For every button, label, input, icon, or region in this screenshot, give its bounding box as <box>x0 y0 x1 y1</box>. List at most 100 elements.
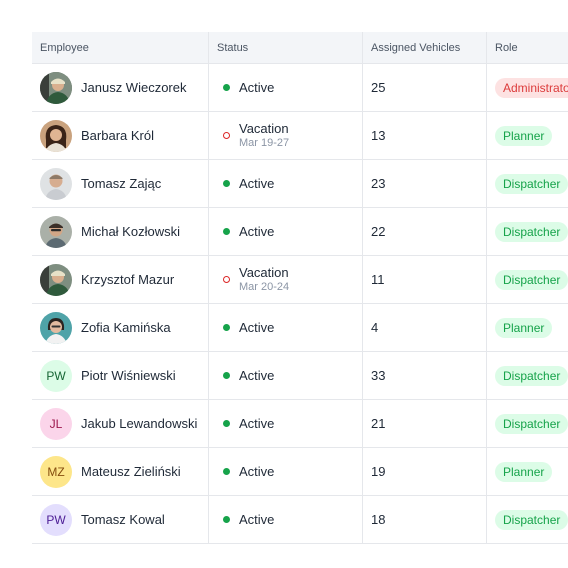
status-cell: Vacation Mar 19-27 <box>209 112 363 159</box>
employee-name: Michał Kozłowski <box>81 224 180 239</box>
avatar <box>40 167 72 200</box>
role-cell: Dispatcher <box>487 496 568 543</box>
avatar-initials: PW <box>40 359 72 392</box>
person-photo-icon <box>40 311 72 344</box>
role-badge: Dispatcher <box>495 365 568 386</box>
role-badge: Dispatcher <box>495 509 568 530</box>
active-status-dot-icon <box>223 468 230 475</box>
person-photo-icon <box>40 119 72 152</box>
table-row[interactable]: Barbara Król Vacation Mar 19-27 13 Plann… <box>32 112 568 160</box>
vehicles-cell: 18 <box>363 496 487 543</box>
column-header-vehicles[interactable]: Assigned Vehicles <box>363 32 487 63</box>
vehicles-cell: 21 <box>363 400 487 447</box>
table-row[interactable]: PW Piotr Wiśniewski Active 33 Dispatcher <box>32 352 568 400</box>
table-row[interactable]: MZ Mateusz Zieliński Active 19 Planner <box>32 448 568 496</box>
employee-cell: Krzysztof Mazur <box>32 256 209 303</box>
employee-cell: Zofia Kamińska <box>32 304 209 351</box>
avatar <box>40 311 72 344</box>
table-row[interactable]: Michał Kozłowski Active 22 Dispatcher <box>32 208 568 256</box>
person-photo-icon <box>40 167 72 200</box>
employee-name: Piotr Wiśniewski <box>81 368 176 383</box>
employee-cell: Barbara Król <box>32 112 209 159</box>
active-status-dot-icon <box>223 324 230 331</box>
employee-table: Employee Status Assigned Vehicles Role J… <box>32 32 568 544</box>
status-label: Active <box>239 464 275 479</box>
status-label: Active <box>239 368 275 383</box>
role-cell: Dispatcher <box>487 208 568 255</box>
table-row[interactable]: Krzysztof Mazur Vacation Mar 20-24 11 Di… <box>32 256 568 304</box>
role-cell: Dispatcher <box>487 160 568 207</box>
vehicles-cell: 23 <box>363 160 487 207</box>
status-dates: Mar 19-27 <box>239 136 290 149</box>
employee-cell: MZ Mateusz Zieliński <box>32 448 209 495</box>
status-cell: Active <box>209 208 363 255</box>
status-label: Active <box>239 416 275 431</box>
vehicles-cell: 4 <box>363 304 487 351</box>
employee-cell: PW Piotr Wiśniewski <box>32 352 209 399</box>
employee-name: Mateusz Zieliński <box>81 464 181 479</box>
role-badge: Dispatcher <box>495 221 568 242</box>
vehicles-cell: 25 <box>363 64 487 111</box>
employee-name: Barbara Król <box>81 128 154 143</box>
vacation-status-ring-icon <box>223 276 230 283</box>
table-row[interactable]: Tomasz Zając Active 23 Dispatcher <box>32 160 568 208</box>
role-cell: Dispatcher <box>487 352 568 399</box>
avatar <box>40 71 72 104</box>
status-label: Active <box>239 512 275 527</box>
role-badge: Dispatcher <box>495 269 568 290</box>
person-photo-icon <box>40 71 72 104</box>
role-badge: Administrator <box>495 77 568 98</box>
status-dates: Mar 20-24 <box>239 280 290 293</box>
person-photo-icon <box>40 215 72 248</box>
status-label: Active <box>239 320 275 335</box>
employee-name: Janusz Wieczorek <box>81 80 187 95</box>
role-cell: Administrator <box>487 64 568 111</box>
person-photo-icon <box>40 263 72 296</box>
status-cell: Active <box>209 400 363 447</box>
status-cell: Active <box>209 352 363 399</box>
role-badge: Dispatcher <box>495 173 568 194</box>
employee-name: Zofia Kamińska <box>81 320 171 335</box>
employee-cell: JL Jakub Lewandowski <box>32 400 209 447</box>
table-row[interactable]: Zofia Kamińska Active 4 Planner <box>32 304 568 352</box>
active-status-dot-icon <box>223 84 230 91</box>
role-cell: Dispatcher <box>487 256 568 303</box>
table-row[interactable]: Janusz Wieczorek Active 25 Administrator <box>32 64 568 112</box>
column-header-role[interactable]: Role <box>495 41 518 54</box>
table-row[interactable]: JL Jakub Lewandowski Active 21 Dispatche… <box>32 400 568 448</box>
status-cell: Active <box>209 304 363 351</box>
active-status-dot-icon <box>223 372 230 379</box>
vehicles-cell: 19 <box>363 448 487 495</box>
employee-cell: PW Tomasz Kowal <box>32 496 209 543</box>
employee-cell: Janusz Wieczorek <box>32 64 209 111</box>
vehicles-cell: 11 <box>363 256 487 303</box>
role-cell: Planner <box>487 304 568 351</box>
employee-name: Tomasz Kowal <box>81 512 165 527</box>
role-badge: Planner <box>495 317 553 338</box>
avatar-initials: MZ <box>40 455 72 488</box>
avatar <box>40 215 72 248</box>
employee-name: Krzysztof Mazur <box>81 272 175 287</box>
employee-cell: Tomasz Zając <box>32 160 209 207</box>
status-cell: Vacation Mar 20-24 <box>209 256 363 303</box>
active-status-dot-icon <box>223 180 230 187</box>
role-badge: Planner <box>495 125 553 146</box>
status-cell: Active <box>209 448 363 495</box>
employee-name: Tomasz Zając <box>81 176 162 191</box>
active-status-dot-icon <box>223 516 230 523</box>
avatar-initials: JL <box>40 407 72 440</box>
column-header-employee[interactable]: Employee <box>32 32 209 63</box>
status-label: Active <box>239 80 275 95</box>
vehicles-cell: 33 <box>363 352 487 399</box>
avatar <box>40 119 72 152</box>
avatar <box>40 263 72 296</box>
employee-cell: Michał Kozłowski <box>32 208 209 255</box>
column-header-status[interactable]: Status <box>209 32 363 63</box>
table-header: Employee Status Assigned Vehicles Role <box>32 32 568 64</box>
vehicles-cell: 13 <box>363 112 487 159</box>
vehicles-cell: 22 <box>363 208 487 255</box>
table-row[interactable]: PW Tomasz Kowal Active 18 Dispatcher <box>32 496 568 544</box>
vacation-status-ring-icon <box>223 132 230 139</box>
status-cell: Active <box>209 496 363 543</box>
employee-name: Jakub Lewandowski <box>81 416 198 431</box>
